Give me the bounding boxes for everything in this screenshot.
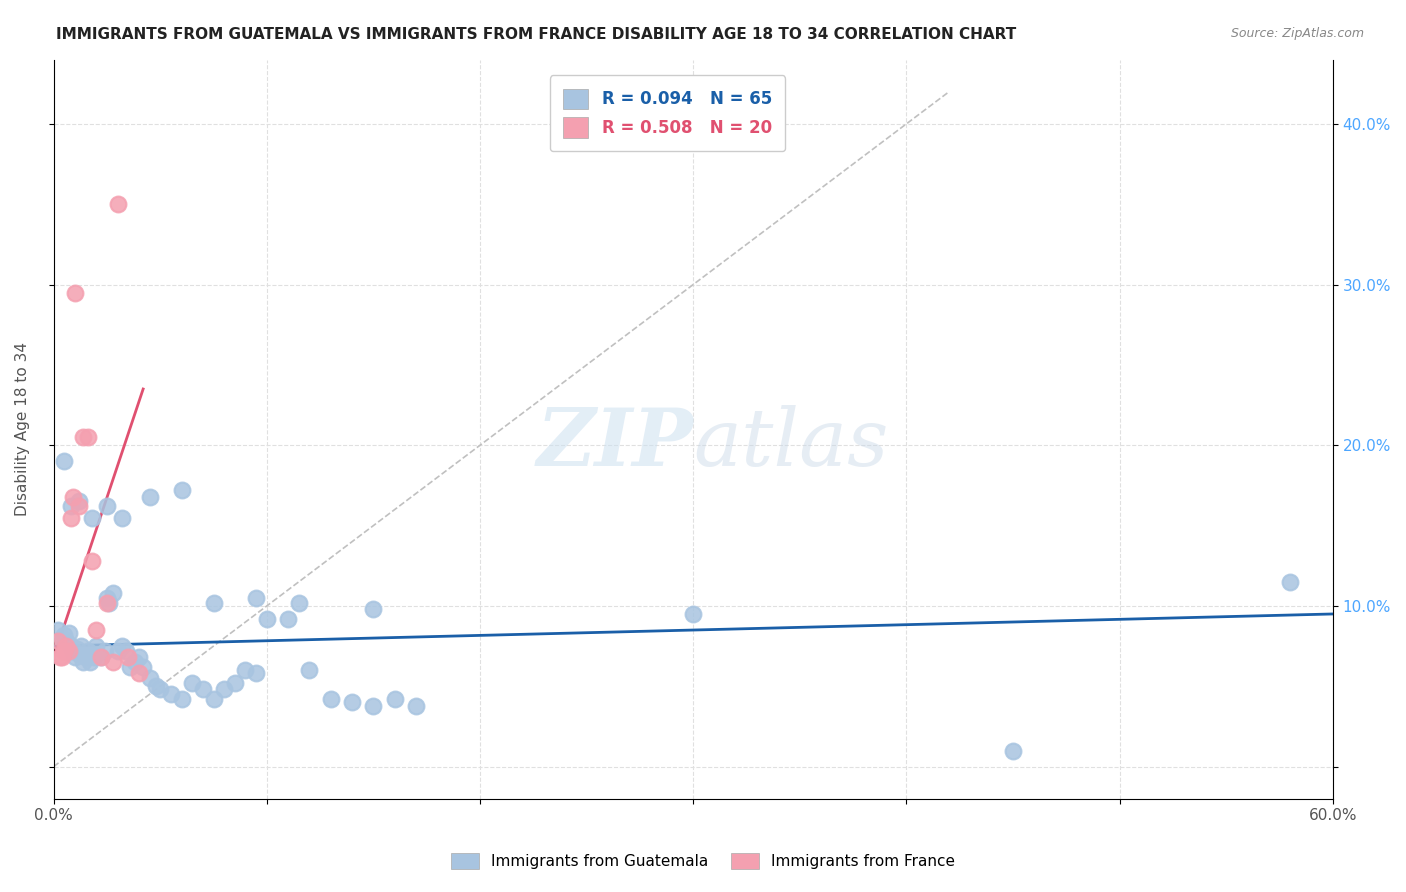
Point (94, 644, 117, 658)
Point (53, 628, 76, 642)
Point (128, 650, 150, 665)
Point (277, 612, 299, 626)
Point (53, 644, 76, 658)
Point (72, 430, 94, 444)
Point (107, 644, 129, 658)
Point (319, 692, 342, 706)
Point (181, 676, 204, 690)
Point (120, 660, 142, 674)
Point (384, 692, 406, 706)
Point (58, 626, 80, 640)
Point (76, 430, 98, 444)
Point (224, 676, 246, 690)
Point (76, 644, 98, 658)
Point (89, 650, 111, 665)
Point (111, 639, 134, 653)
Point (115, 644, 138, 658)
Point (1001, 743, 1024, 757)
Point (59, 510, 82, 524)
Y-axis label: Disability Age 18 to 34: Disability Age 18 to 34 (15, 343, 30, 516)
Point (62, 490, 84, 504)
Point (363, 698, 385, 713)
Point (160, 687, 183, 701)
Point (84, 623, 107, 637)
Point (149, 682, 172, 697)
Point (170, 692, 193, 706)
Point (84, 639, 107, 653)
Point (80, 647, 103, 661)
Text: atlas: atlas (693, 405, 889, 483)
Point (59, 639, 82, 653)
Point (107, 197, 129, 211)
Point (212, 682, 235, 697)
Point (67, 494, 90, 508)
Point (132, 660, 155, 674)
Legend: Immigrants from Guatemala, Immigrants from France: Immigrants from Guatemala, Immigrants fr… (446, 847, 960, 875)
Point (1279, 574, 1302, 589)
Point (245, 591, 267, 605)
Point (202, 596, 225, 610)
Point (72, 655, 94, 669)
Point (145, 679, 167, 693)
Point (75, 650, 97, 665)
Point (59, 500, 82, 514)
Point (103, 655, 125, 669)
Point (89, 650, 111, 665)
Point (62, 644, 84, 658)
Point (83, 650, 105, 665)
Point (138, 671, 160, 685)
Point (128, 666, 150, 681)
Point (53, 454, 76, 468)
Point (63, 650, 86, 665)
Text: IMMIGRANTS FROM GUATEMALA VS IMMIGRANTS FROM FRANCE DISABILITY AGE 18 TO 34 CORR: IMMIGRANTS FROM GUATEMALA VS IMMIGRANTS … (56, 27, 1017, 42)
Point (46, 623, 69, 637)
Point (245, 666, 267, 681)
Point (55, 639, 77, 653)
Text: ZIP: ZIP (536, 405, 693, 483)
Point (170, 483, 193, 498)
Point (405, 698, 427, 713)
Point (298, 663, 321, 677)
Point (67, 500, 90, 514)
Point (96, 591, 118, 605)
Point (682, 607, 704, 621)
Point (98, 596, 121, 610)
Point (46, 634, 69, 648)
Point (111, 510, 134, 524)
Point (363, 602, 385, 616)
Point (96, 596, 118, 610)
Legend: R = 0.094   N = 65, R = 0.508   N = 20: R = 0.094 N = 65, R = 0.508 N = 20 (550, 75, 785, 151)
Point (55, 634, 77, 648)
Point (340, 695, 363, 709)
Point (51, 631, 73, 645)
Point (256, 612, 278, 626)
Point (58, 644, 80, 658)
Point (96, 500, 118, 514)
Point (66, 642, 89, 657)
Point (103, 586, 125, 600)
Point (80, 554, 103, 568)
Point (117, 650, 139, 665)
Point (288, 596, 311, 610)
Point (235, 663, 257, 677)
Point (80, 510, 103, 524)
Point (49, 650, 72, 665)
Point (63, 285, 86, 300)
Point (138, 490, 160, 504)
Point (79, 655, 101, 669)
Point (67, 647, 90, 661)
Text: Source: ZipAtlas.com: Source: ZipAtlas.com (1230, 27, 1364, 40)
Point (191, 682, 214, 697)
Point (202, 692, 225, 706)
Point (70, 639, 93, 653)
Point (124, 655, 146, 669)
Point (51, 650, 73, 665)
